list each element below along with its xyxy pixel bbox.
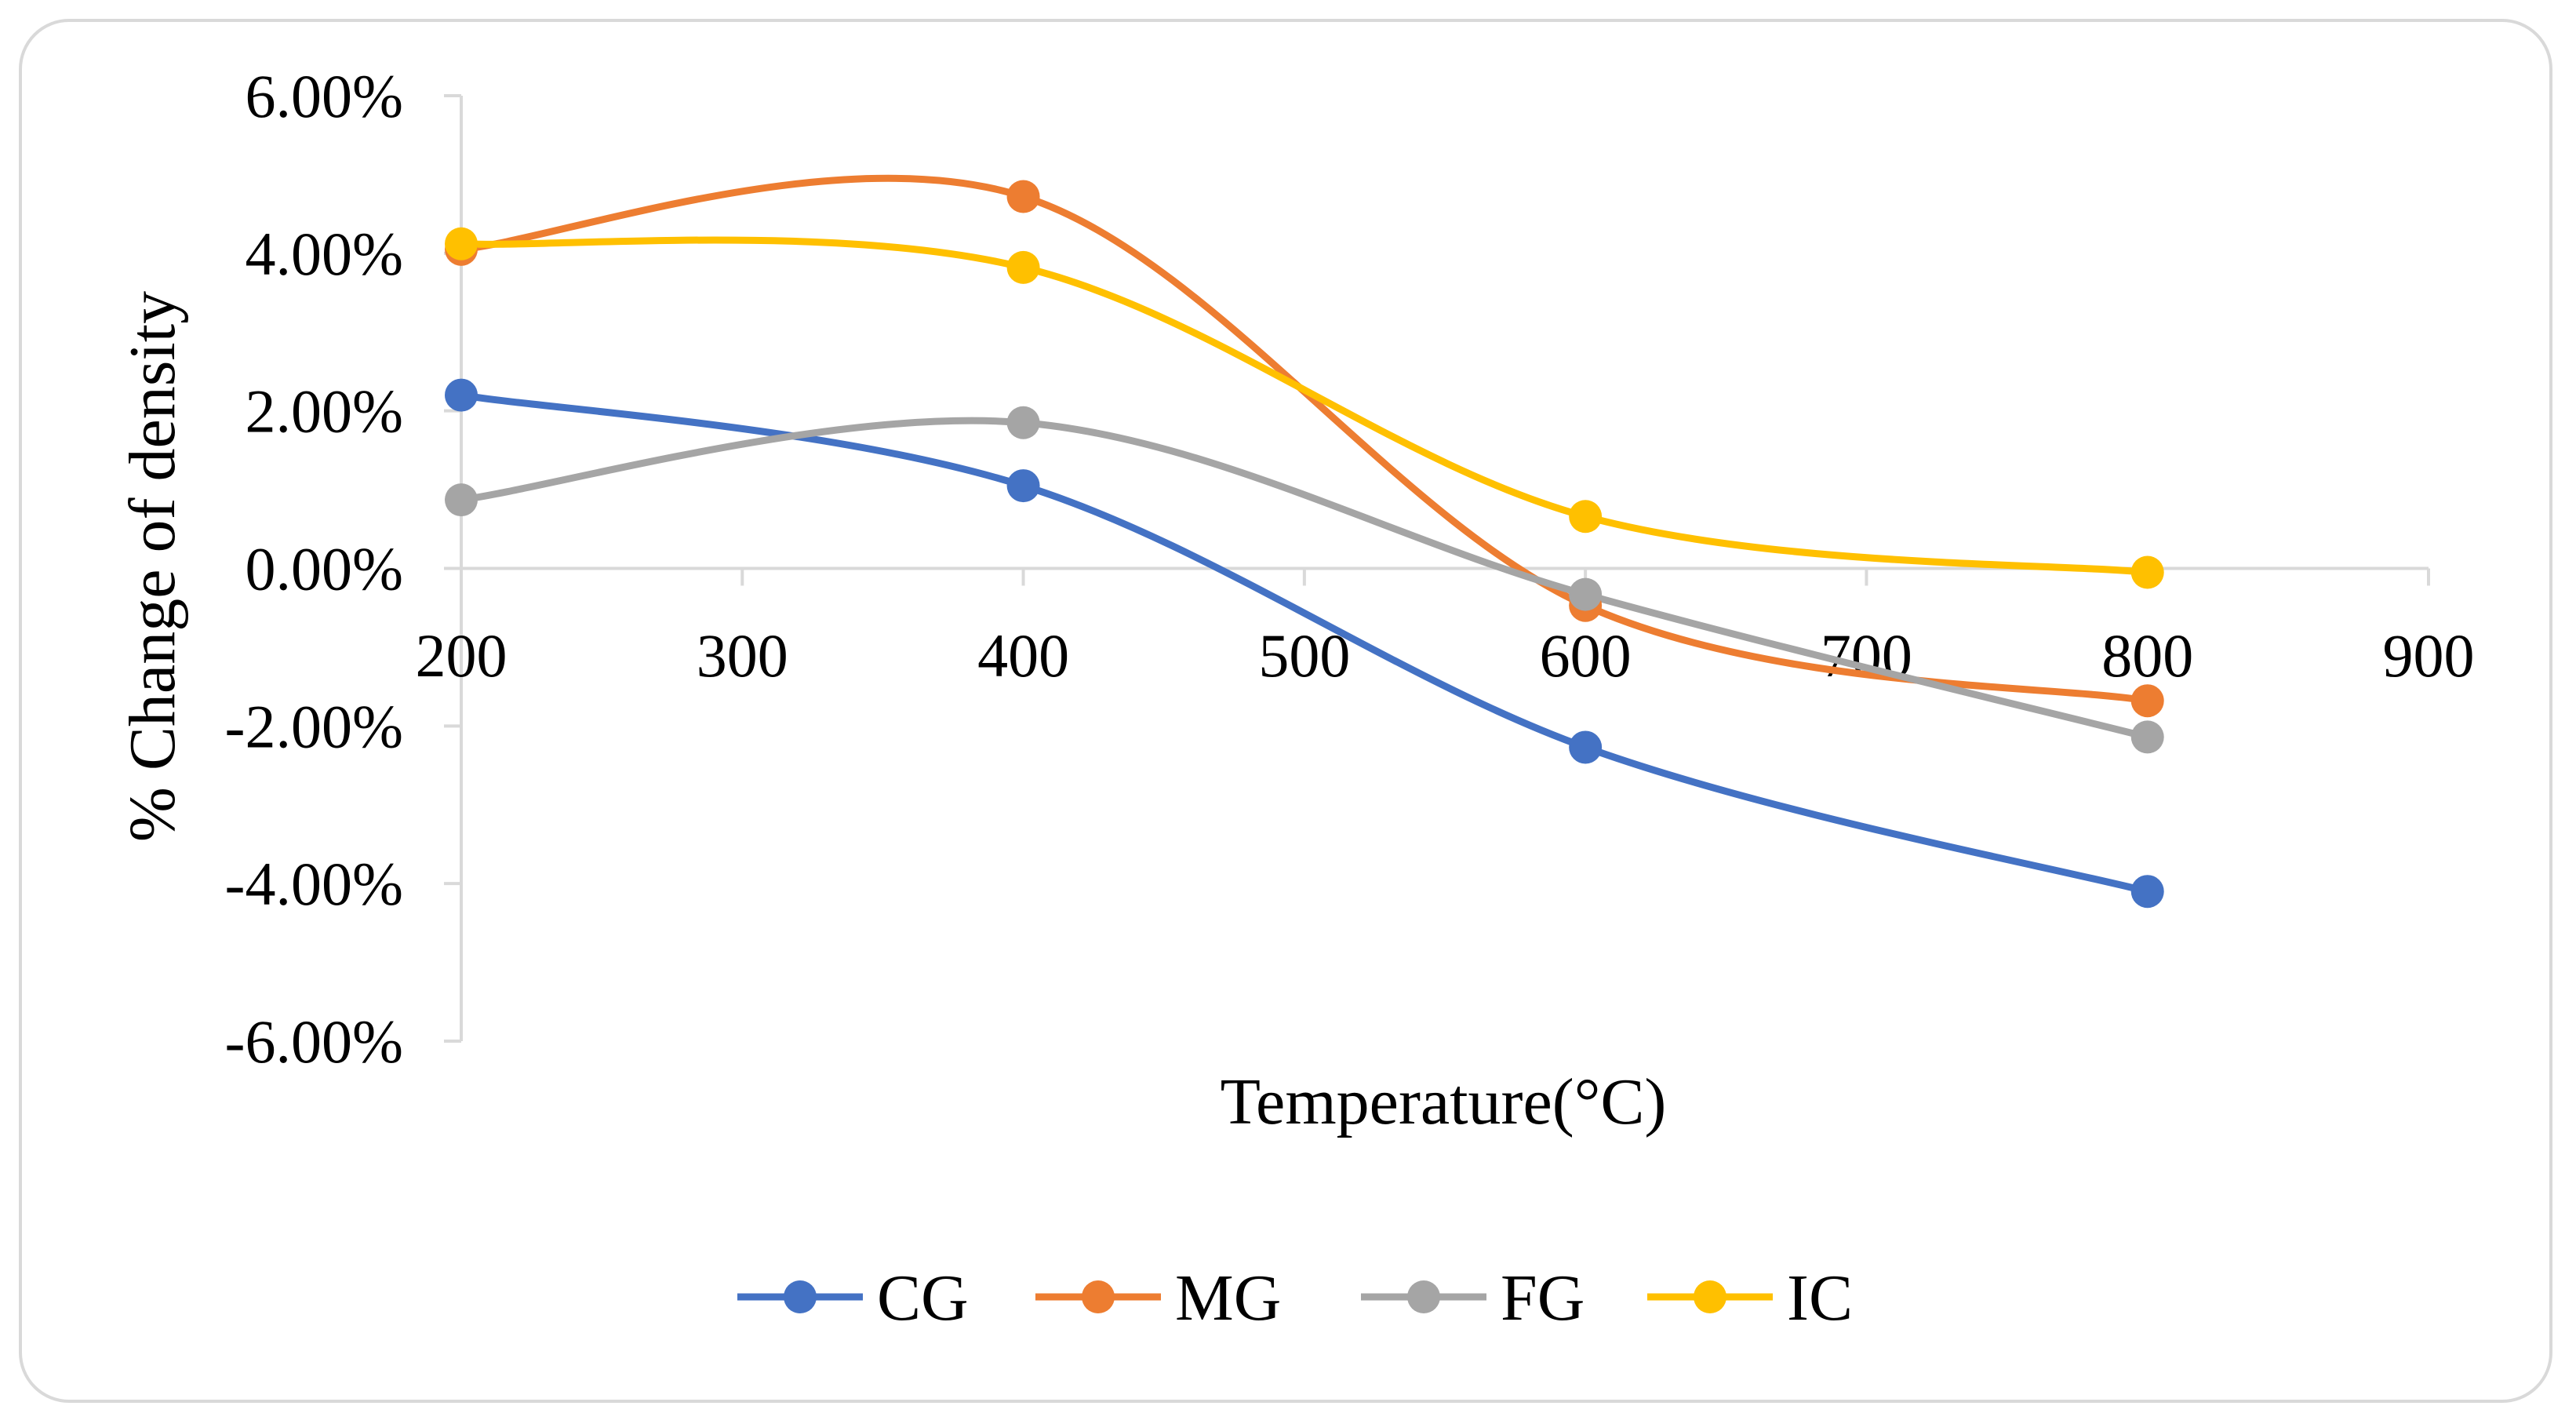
x-tick-label: 800 bbox=[2101, 621, 2193, 690]
x-tick-label: 200 bbox=[416, 621, 508, 690]
legend-label-mg: MG bbox=[1175, 1262, 1281, 1335]
y-tick-label: 4.00% bbox=[246, 220, 403, 288]
data-point-ic bbox=[1006, 250, 1040, 284]
x-tick-label: 900 bbox=[2383, 621, 2475, 690]
legend: CG MG FG IC bbox=[737, 1262, 1853, 1335]
series-line-fg bbox=[457, 417, 2152, 741]
y-tick-label: -2.00% bbox=[225, 692, 403, 760]
legend-label-ic: IC bbox=[1787, 1262, 1853, 1335]
legend-item-ic: IC bbox=[1647, 1262, 1853, 1335]
data-point-mg bbox=[2130, 684, 2164, 718]
data-point-ic bbox=[1569, 500, 1603, 534]
data-point-cg bbox=[1006, 469, 1040, 503]
data-point-cg bbox=[2130, 875, 2164, 909]
legend-item-fg: FG bbox=[1361, 1262, 1585, 1335]
y-axis-title: % Change of density bbox=[116, 291, 189, 842]
series-line-cg bbox=[457, 392, 2152, 895]
x-tick-label: 300 bbox=[697, 621, 788, 690]
legend-item-cg: CG bbox=[737, 1262, 969, 1335]
legend-marker-ic bbox=[1694, 1280, 1726, 1313]
series-lines bbox=[457, 174, 2152, 895]
chart-frame bbox=[19, 19, 2552, 1403]
data-point-cg bbox=[445, 378, 478, 412]
y-tick-label: -6.00% bbox=[225, 1007, 403, 1076]
data-point-ic bbox=[445, 227, 478, 260]
data-point-fg bbox=[2130, 720, 2164, 754]
x-axis-title: Temperature(°C) bbox=[1221, 1065, 1667, 1138]
y-tick-label: 2.00% bbox=[246, 377, 403, 446]
data-point-cg bbox=[1569, 730, 1603, 764]
data-point-fg bbox=[445, 483, 478, 517]
series-markers bbox=[445, 180, 2164, 909]
data-point-fg bbox=[1569, 577, 1603, 611]
y-tick-label: -4.00% bbox=[225, 850, 403, 918]
y-tick-label: 0.00% bbox=[246, 535, 403, 603]
y-tick-label: 6.00% bbox=[246, 62, 403, 130]
legend-label-cg: CG bbox=[877, 1262, 969, 1335]
series-line-ic bbox=[457, 236, 2152, 577]
legend-marker-fg bbox=[1407, 1280, 1440, 1313]
legend-marker-mg bbox=[1082, 1280, 1115, 1313]
data-point-ic bbox=[2130, 555, 2164, 589]
x-tick-label: 400 bbox=[977, 621, 1069, 690]
data-point-fg bbox=[1006, 406, 1040, 439]
data-point-mg bbox=[1006, 180, 1040, 213]
legend-item-mg: MG bbox=[1035, 1262, 1281, 1335]
legend-label-fg: FG bbox=[1501, 1262, 1585, 1335]
legend-marker-cg bbox=[784, 1280, 817, 1313]
x-tick-label: 600 bbox=[1540, 621, 1632, 690]
